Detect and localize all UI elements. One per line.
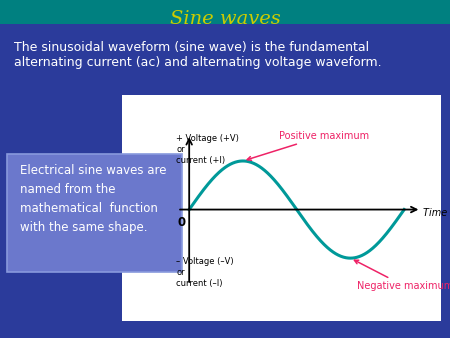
Text: Electrical sine waves are
named from the
mathematical  function
with the same sh: Electrical sine waves are named from the… (20, 164, 167, 234)
Text: Positive maximum: Positive maximum (247, 130, 369, 160)
Text: + Voltage (+V)
or
current (+I): + Voltage (+V) or current (+I) (176, 134, 239, 165)
Text: Sine waves: Sine waves (170, 10, 280, 28)
FancyBboxPatch shape (7, 154, 182, 272)
Text: 0: 0 (178, 216, 186, 229)
Text: Negative maximum: Negative maximum (355, 260, 450, 291)
Text: The sinusoidal waveform (sine wave) is the fundamental
alternating current (ac) : The sinusoidal waveform (sine wave) is t… (14, 41, 381, 69)
Text: Time (t): Time (t) (423, 208, 450, 218)
Bar (122, 95, 441, 321)
Bar (0, 0, 450, 24)
Text: – Voltage (–V)
or
current (–I): – Voltage (–V) or current (–I) (176, 257, 234, 288)
